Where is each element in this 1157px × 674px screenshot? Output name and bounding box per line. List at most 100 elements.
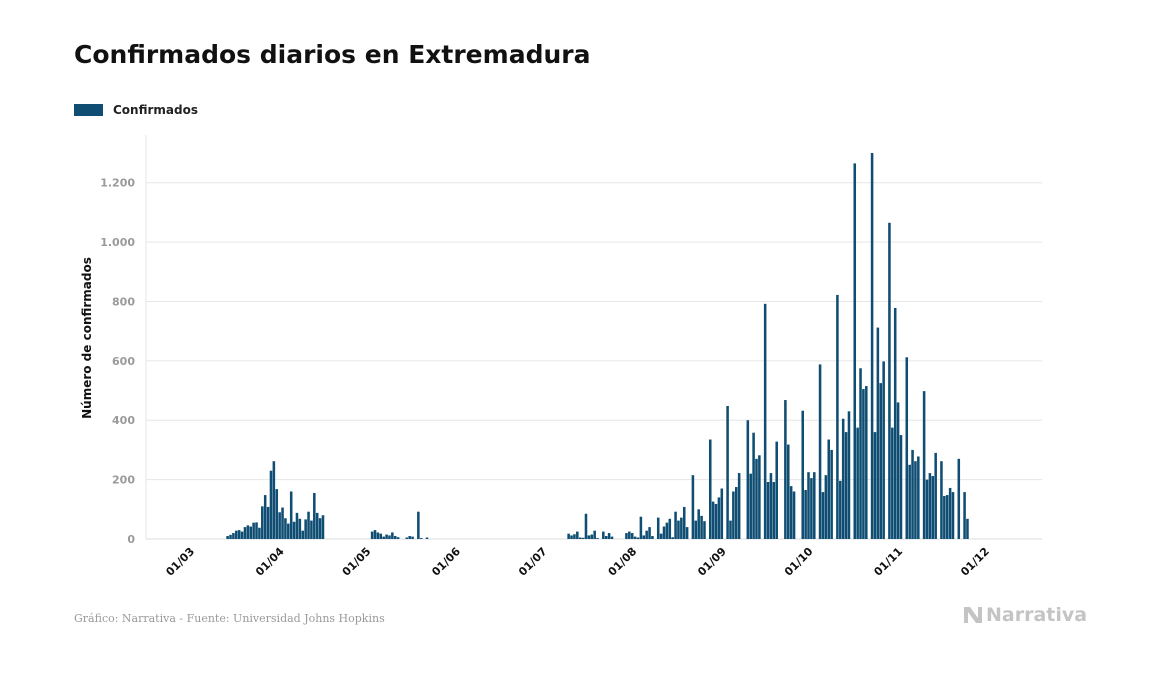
bar xyxy=(373,530,377,539)
bar xyxy=(677,520,680,539)
bar xyxy=(729,520,732,539)
bar xyxy=(940,461,943,539)
bar xyxy=(873,432,877,539)
bar xyxy=(596,538,599,539)
bar xyxy=(263,495,267,539)
bar xyxy=(281,507,284,539)
bar xyxy=(628,531,631,539)
bar xyxy=(642,535,646,539)
bar xyxy=(272,461,276,539)
x-tick-label: 01/09 xyxy=(695,545,729,579)
bar xyxy=(269,470,273,539)
bar xyxy=(870,153,874,539)
bar xyxy=(853,163,857,539)
bar xyxy=(237,530,241,539)
bar xyxy=(818,364,822,539)
bar xyxy=(957,458,961,539)
bar xyxy=(922,391,926,539)
bar xyxy=(821,492,825,539)
bar xyxy=(570,535,573,539)
bar xyxy=(295,512,299,539)
bar xyxy=(292,521,296,539)
bar xyxy=(232,533,235,539)
bar xyxy=(379,533,383,539)
bar xyxy=(240,531,244,539)
bar xyxy=(914,461,917,539)
bar xyxy=(417,511,420,539)
bar xyxy=(266,506,270,539)
bar xyxy=(633,536,637,539)
x-tick-label: 01/07 xyxy=(516,545,550,579)
bar xyxy=(711,501,715,539)
bar xyxy=(697,509,700,539)
bar xyxy=(691,475,695,539)
bar xyxy=(659,533,663,539)
bar xyxy=(905,357,909,539)
bars xyxy=(226,153,969,539)
bar xyxy=(610,536,614,539)
bar xyxy=(911,449,914,539)
bar xyxy=(385,534,388,539)
x-tick-label: 01/03 xyxy=(163,545,197,579)
bar xyxy=(899,435,903,539)
bar xyxy=(789,486,793,539)
bar xyxy=(313,492,316,539)
bar xyxy=(804,490,807,539)
bar xyxy=(680,517,683,539)
legend-swatch xyxy=(74,104,103,116)
bar xyxy=(966,518,969,539)
bar xyxy=(255,522,258,539)
bar xyxy=(856,427,859,539)
brand-logo: Narrativa xyxy=(963,604,1087,626)
bar xyxy=(301,530,305,539)
y-tick-label: 1.000 xyxy=(100,236,135,249)
bar xyxy=(841,418,845,539)
bar xyxy=(830,449,833,539)
bar xyxy=(665,522,669,539)
bar xyxy=(243,527,247,539)
bar xyxy=(839,480,842,539)
bar xyxy=(963,492,966,539)
bar xyxy=(396,537,400,539)
bar xyxy=(388,535,391,539)
bar xyxy=(376,532,380,539)
legend: Confirmados xyxy=(74,103,198,117)
bar xyxy=(405,537,409,539)
bar xyxy=(931,476,935,539)
bar xyxy=(844,432,848,539)
x-tick-label: 01/10 xyxy=(782,545,816,579)
bar xyxy=(896,402,900,539)
bar xyxy=(567,533,570,539)
bar xyxy=(651,536,654,539)
bar xyxy=(249,526,253,539)
bar xyxy=(602,531,605,539)
bar xyxy=(865,386,868,539)
bar xyxy=(862,389,865,539)
bar xyxy=(590,534,594,539)
bar xyxy=(639,516,643,539)
source-note: Gráfico: Narrativa - Fuente: Universidad… xyxy=(74,612,385,625)
bar xyxy=(625,533,628,539)
bar xyxy=(674,511,677,539)
bar xyxy=(252,522,255,539)
bar xyxy=(772,481,776,539)
bar xyxy=(917,456,920,539)
bar xyxy=(888,222,891,539)
bar xyxy=(630,533,634,539)
bar xyxy=(882,361,885,539)
bar xyxy=(578,537,582,539)
bar xyxy=(737,473,741,539)
bar xyxy=(604,536,608,539)
bar xyxy=(720,488,724,539)
bar xyxy=(726,405,729,539)
bar xyxy=(752,432,755,539)
bar xyxy=(943,495,946,539)
bar xyxy=(593,530,596,539)
bar xyxy=(315,512,319,539)
bar xyxy=(824,475,828,539)
bar xyxy=(287,523,290,539)
bar xyxy=(934,452,937,539)
narrativa-n-icon xyxy=(964,607,982,623)
bar xyxy=(708,439,712,539)
bar xyxy=(807,472,810,539)
